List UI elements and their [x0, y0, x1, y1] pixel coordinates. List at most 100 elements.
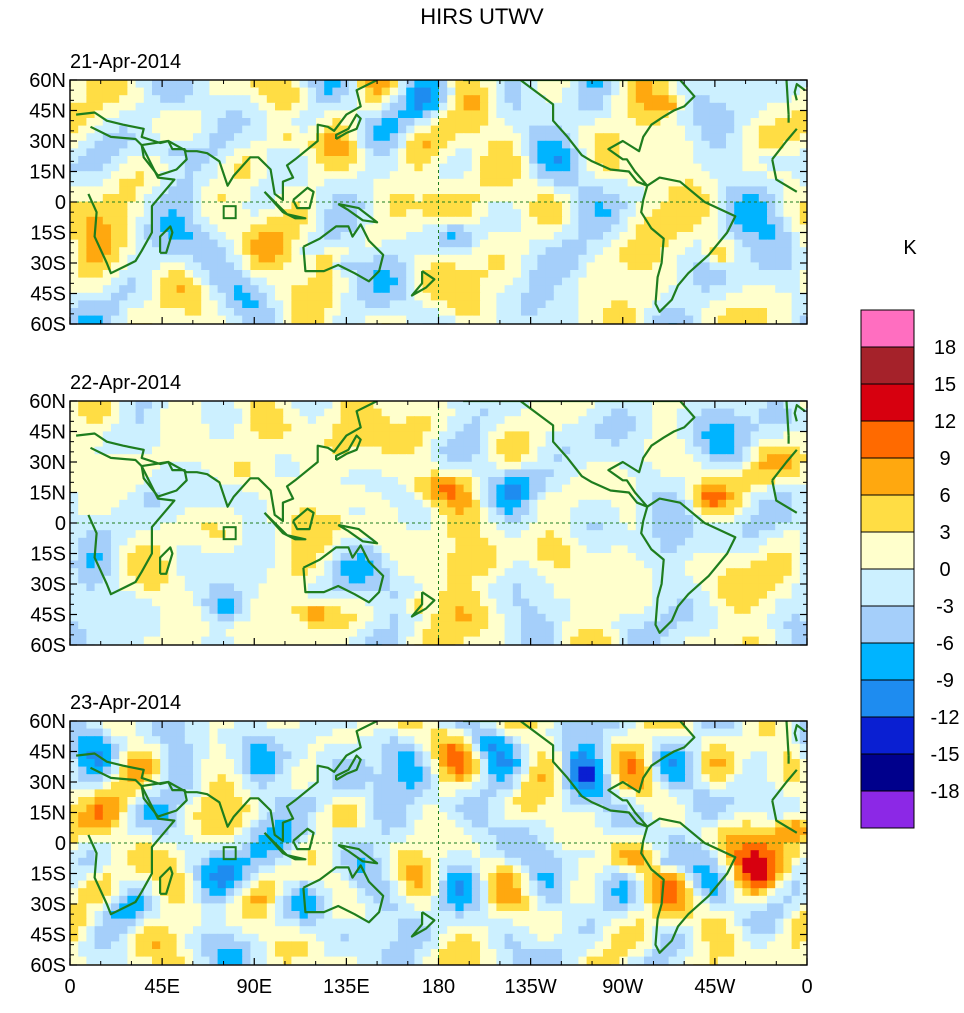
field-cell [586, 186, 596, 195]
field-cell [406, 194, 415, 203]
field-cell [373, 239, 383, 248]
field-cell [611, 194, 620, 203]
field-cell [734, 102, 743, 111]
field-cell [70, 408, 79, 417]
field-cell [70, 499, 79, 508]
field-cell [373, 545, 383, 554]
field-cell [562, 239, 571, 248]
field-cell [357, 401, 366, 410]
field-cell [242, 431, 251, 440]
field-cell [594, 522, 604, 531]
field-cell [480, 171, 489, 180]
field-cell [406, 178, 415, 187]
field-cell [242, 80, 251, 89]
field-cell [717, 178, 727, 187]
field-cell [398, 507, 407, 516]
field-cell [619, 408, 629, 417]
field-cell [78, 492, 87, 501]
field-cell [184, 545, 194, 554]
field-cell [521, 224, 530, 233]
field-cell [193, 545, 202, 554]
field-cell [430, 110, 440, 119]
map-panels: 21-Apr-201460N45N30N15N015S30S45S60S22-A… [29, 51, 812, 998]
field-cell [275, 454, 284, 463]
field-cell [217, 545, 227, 554]
field-cell [234, 186, 243, 195]
field-cell [701, 446, 711, 455]
field-cell [184, 201, 194, 210]
field-cell [381, 110, 391, 119]
field-cell [799, 553, 807, 562]
field-cell [471, 277, 481, 286]
field-cell [348, 95, 358, 104]
field-cell [668, 492, 678, 501]
field-cell [119, 446, 128, 455]
field-cell [168, 515, 178, 524]
field-cell [709, 431, 719, 440]
field-cell [685, 285, 694, 294]
field-cell [299, 194, 309, 203]
field-cell [381, 423, 391, 432]
field-cell [586, 224, 596, 233]
field-cell [332, 125, 342, 134]
field-cell [709, 553, 719, 562]
field-cell [545, 171, 555, 180]
field-cell [562, 507, 571, 516]
field-cell [160, 292, 169, 301]
field-cell [545, 186, 555, 195]
field-cell [685, 484, 694, 493]
field-cell [529, 300, 538, 309]
field-cell [668, 87, 678, 96]
field-cell [447, 87, 456, 96]
field-cell [127, 216, 137, 225]
coastline [159, 225, 174, 254]
field-cell [791, 308, 801, 317]
field-cell [685, 439, 694, 448]
field-cell [234, 469, 243, 478]
field-cell [119, 209, 128, 218]
field-cell [504, 499, 514, 508]
field-cell [783, 477, 793, 486]
field-cell [775, 277, 784, 286]
field-cell [439, 446, 448, 455]
field-cell [78, 423, 87, 432]
field-cell [775, 446, 784, 455]
field-cell [627, 292, 637, 301]
field-cell [529, 270, 538, 279]
field-cell [758, 133, 768, 142]
field-cell [406, 239, 415, 248]
field-cell [512, 537, 522, 546]
field-cell [275, 110, 284, 119]
field-cell [94, 507, 104, 516]
field-cell [758, 292, 768, 301]
field-cell [193, 408, 202, 417]
field-cell [775, 461, 784, 470]
field-cell [234, 499, 243, 508]
field-cell [455, 209, 465, 218]
field-cell [152, 194, 161, 203]
field-cell [471, 285, 481, 294]
field-cell [94, 186, 104, 195]
field-cell [102, 254, 112, 263]
field-cell [217, 454, 227, 463]
field-cell [439, 530, 448, 539]
field-cell [717, 87, 727, 96]
field-cell [160, 545, 169, 554]
field-cell [143, 254, 153, 263]
field-cell [332, 224, 342, 233]
field-cell [422, 133, 432, 142]
field-cell [447, 80, 456, 89]
field-cell [258, 423, 268, 432]
field-cell [430, 499, 440, 508]
field-cell [545, 133, 555, 142]
field-cell [365, 270, 374, 279]
field-cell [340, 537, 350, 546]
field-cell [78, 133, 87, 142]
field-cell [603, 262, 612, 271]
field-cell [742, 431, 752, 440]
field-cell [447, 277, 456, 286]
field-cell [373, 522, 383, 531]
field-cell [693, 469, 702, 478]
field-cell [430, 308, 440, 317]
field-cell [791, 194, 801, 203]
